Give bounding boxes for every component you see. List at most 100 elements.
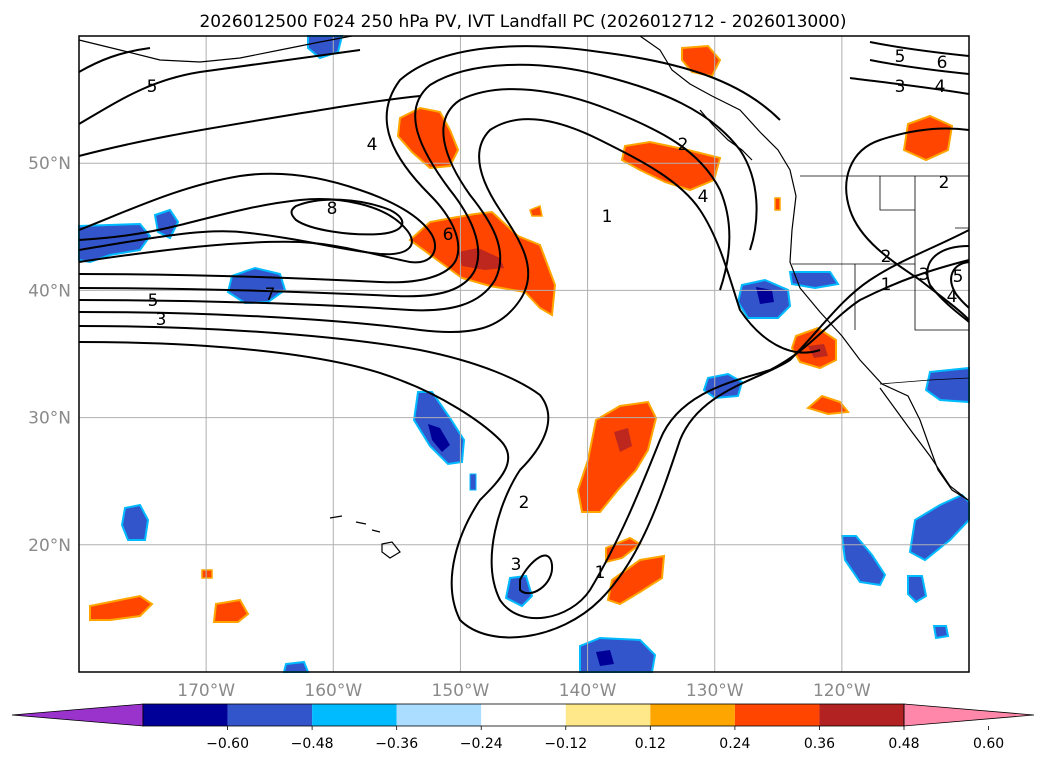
contour-label: 1 [602,207,613,227]
contour-10 [78,95,421,157]
contour-9 [290,198,404,236]
pos-blob-115w-52n [902,114,954,162]
lon-tick-label: 170°W [177,681,235,701]
contour-12 [78,47,151,73]
contour-label: 2 [678,135,689,155]
contour-7 [78,172,437,264]
contour-label: 3 [919,265,930,285]
longitude-labels: 170°W 160°W 150°W 140°W 130°W 120°W [177,681,871,701]
contour-label: 5 [147,77,158,97]
contour-label: 3 [156,310,167,330]
neg-blob-115w-32n [924,366,970,404]
contour-label: 7 [265,285,276,305]
colorbar-outline [142,703,905,727]
contour-label: 5 [895,47,906,67]
neg-blob-127w-40n-core [756,287,774,304]
colorbar-tick-label: −0.24 [460,736,503,752]
contour-17 [845,127,970,321]
contour-15 [869,59,970,75]
colorbar-extend-low [11,703,144,727]
map-frame [78,35,970,673]
contour-label: 4 [367,135,378,155]
contour-18 [926,245,970,323]
pos-blob-135w-58n [681,44,722,78]
latitude-labels: 50°N 40°N 30°N 20°N [28,154,71,556]
neg-blob-115w-15n [907,575,928,604]
colorbar-tick-label: 0.12 [635,736,666,752]
contour-label: 2 [519,493,530,513]
colorbar-tick-label: −0.48 [291,736,334,752]
colorbar-bin [650,704,735,726]
neg-blob-140w-12n [579,636,657,673]
pos-blob-126w-47n [774,197,781,211]
pv-shading [78,35,970,673]
neg-blob-175w-20n [120,503,150,541]
figure-title: 2026012500 F024 250 hPa PV, IVT Landfall… [199,12,846,32]
contour-label: 4 [698,187,709,207]
lat-tick-label: 50°N [28,154,71,174]
coast-north-america [639,35,969,501]
colorbar-tick-label: −0.60 [206,736,249,752]
border-states [792,176,969,331]
pos-blob-150w-52n [396,106,460,170]
contour-8 [78,198,413,256]
colorbar-tick-label: −0.12 [544,736,587,752]
colorbar-tick-label: 0.36 [804,736,835,752]
colorbar-tick-label: 0.48 [888,736,919,752]
lon-tick-label: 120°W [813,681,871,701]
pos-blob-133w-50n [620,140,722,192]
map-content: 5 4 2 1 4 8 6 7 5 3 2 3 1 5 6 3 4 2 2 1 … [78,35,970,673]
colorbar-bin [734,704,820,726]
pos-blob-175w-15n [89,594,154,621]
pos-blob-170w-18n [201,569,213,579]
contour-labels: 5 4 2 1 4 8 6 7 5 3 2 3 1 5 6 3 4 2 2 1 … [147,47,964,583]
border-us-mexico [879,377,970,385]
colorbar-bin [481,704,566,726]
colorbar-extend-high [903,703,1035,727]
contour-4 [78,88,731,312]
pos-blob-136w-17n [606,554,666,606]
neg-blob-oregon [788,271,840,290]
contour-label: 2 [881,247,892,267]
pos-blob-main-43n-core [458,248,504,270]
pos-blob-122w-31n [805,394,850,416]
lat-tick-label: 40°N [28,281,71,301]
contour-16 [849,77,970,95]
contour-14 [869,41,970,57]
pos-blob-138w-27n [576,400,658,513]
neg-blob-118w-18n [840,535,887,587]
lat-tick-label: 30°N [28,409,71,429]
lon-tick-label: 140°W [559,681,617,701]
contour-label: 4 [947,287,958,307]
contour-label: 3 [511,555,522,575]
lat-tick-label: 20°N [28,536,71,556]
positive-anomaly-areas [89,44,954,623]
colorbar-bin [396,704,482,726]
coast-hawaii [329,515,401,559]
contour-label: 6 [937,53,948,73]
colorbar-bin [565,704,651,726]
contour-label: 8 [327,199,338,219]
colorbar-tick-label: −0.36 [375,736,418,752]
contour-label: 5 [953,267,964,287]
coast-baja [879,387,969,501]
contour-label: 2 [939,173,950,193]
contour-11 [78,49,361,125]
lon-tick-label: 150°W [432,681,490,701]
neg-blob-140w-12n-core [596,650,614,666]
pos-blob-144w-46n [529,204,543,217]
contour-label: 1 [595,563,606,583]
colorbar-tick-label: 0.24 [719,736,750,752]
colorbar: −0.60 −0.48 −0.36 −0.24 −0.12 0.12 0.24 0.36 0.4… [11,703,1035,752]
colorbar-tick-label: 0.60 [973,736,1004,752]
contour-label: 1 [881,275,892,295]
neg-blob-148w-25n [469,473,477,491]
contour-13 [519,554,554,595]
contour-label: 4 [935,77,946,97]
colorbar-bin [143,704,228,726]
contour-label: 6 [443,225,454,245]
neg-blob-bottom-left [282,660,310,673]
contour-label: 3 [895,77,906,97]
colorbar-bin [819,704,904,726]
